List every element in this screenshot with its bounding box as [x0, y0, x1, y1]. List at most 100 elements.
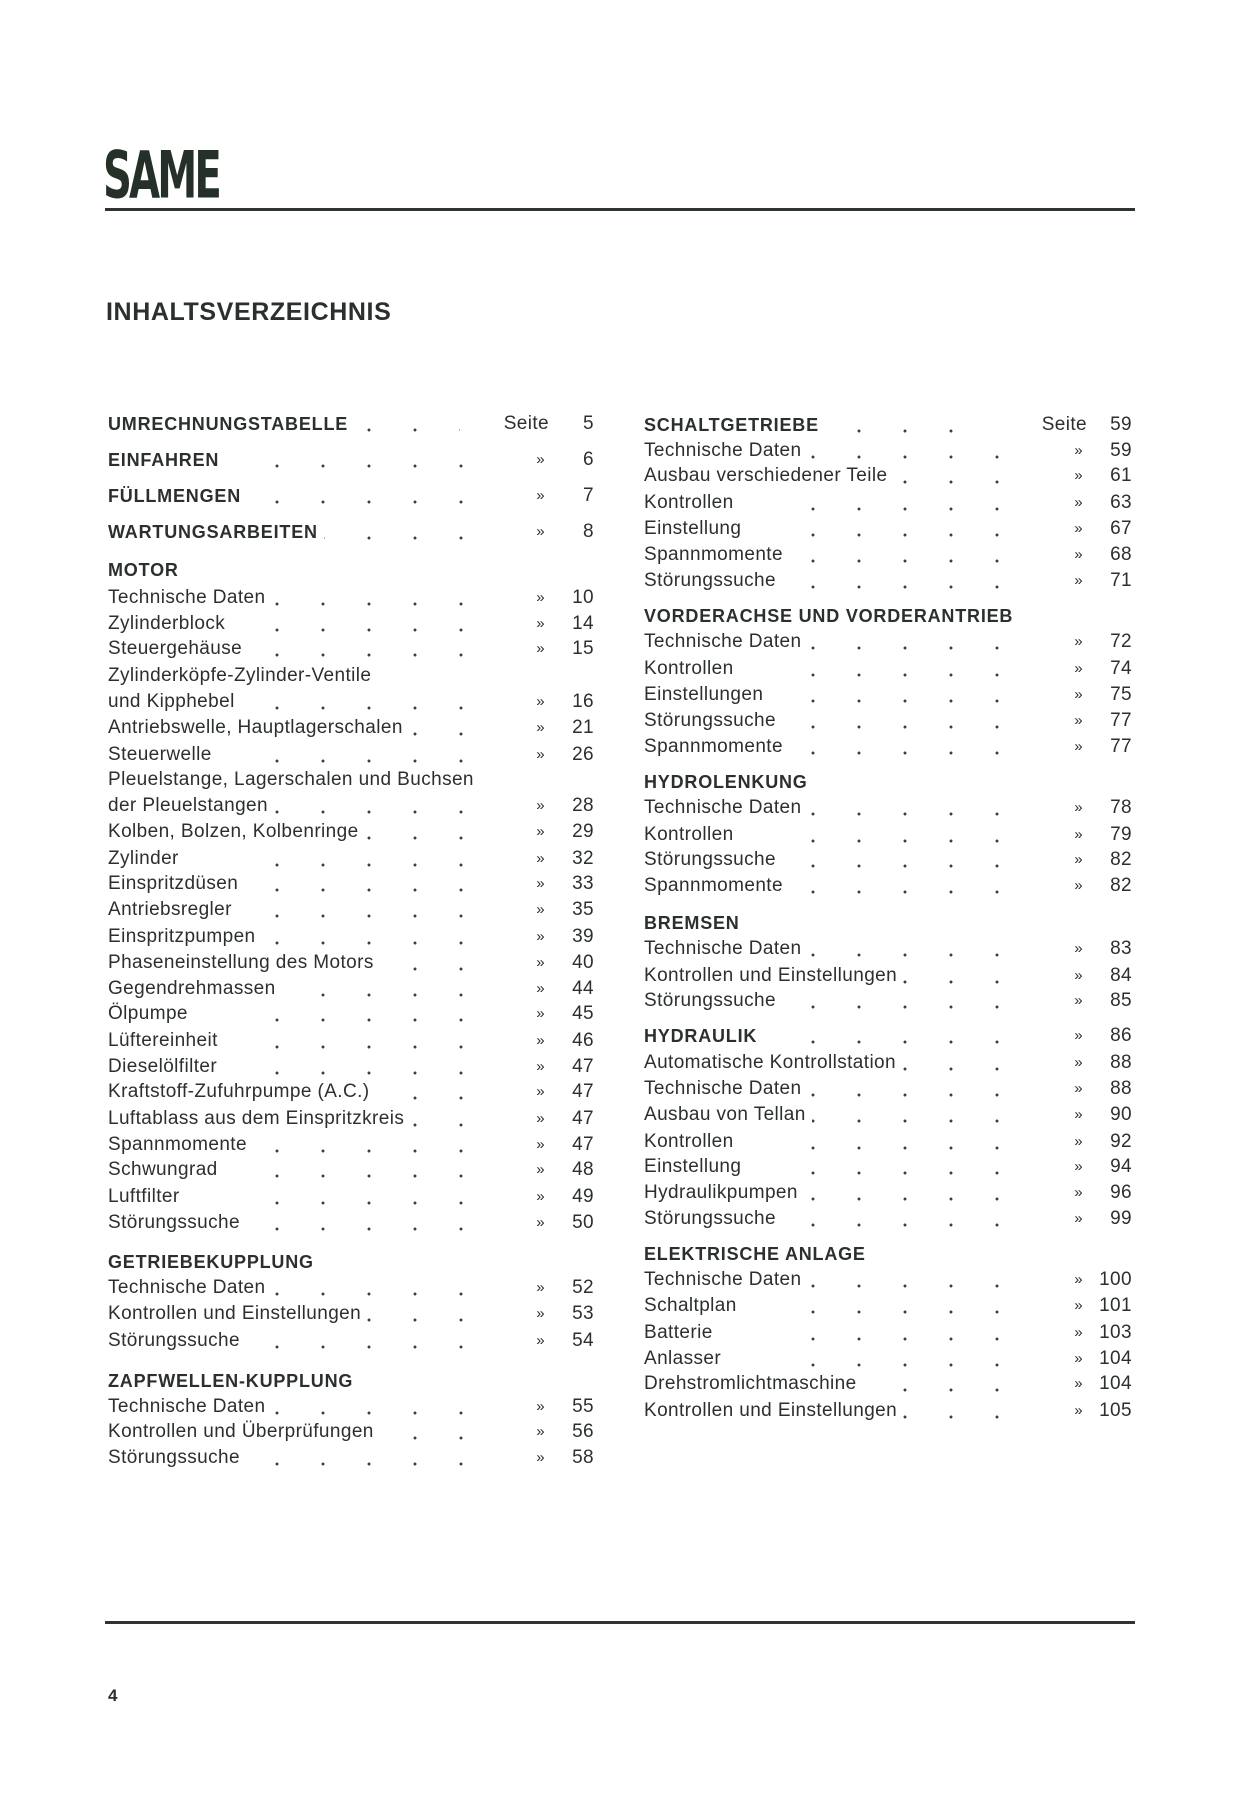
toc-entry: Ausbau von Tellan » 90: [644, 1103, 1132, 1127]
toc-page-number: 92: [1110, 1131, 1132, 1152]
toc-entry-label: Einstellungen: [644, 684, 770, 705]
toc-page-number: 88: [1110, 1078, 1132, 1099]
toc-entry-label: WARTUNGSARBEITEN: [108, 522, 324, 542]
toc-section-heading: EINFAHREN » 6: [108, 448, 594, 472]
ditto-mark: »: [536, 1032, 545, 1049]
ditto-mark: »: [1074, 1210, 1083, 1227]
ditto-mark: »: [536, 1449, 545, 1466]
toc-entry-label: Technische Daten: [644, 631, 808, 652]
toc-entry: Technische Daten » 83: [644, 937, 1132, 961]
toc-page-number: 28: [572, 795, 594, 816]
toc-entry-label: Kontrollen und Einstellungen: [644, 965, 904, 986]
toc-entry-label: Antriebswelle, Hauptlagerschalen: [108, 717, 409, 738]
ditto-mark: »: [1074, 1158, 1083, 1175]
dot-leader: [790, 491, 1030, 515]
ditto-mark: »: [536, 875, 545, 892]
toc-entry-label: EINFAHREN: [108, 450, 226, 470]
toc-entry-label: Schwungrad: [108, 1159, 224, 1180]
toc-entry-label: Technische Daten: [108, 1396, 272, 1417]
toc-entry-label: Kontrollen und Einstellungen: [108, 1303, 368, 1324]
toc-entry-label: Anlasser: [644, 1348, 728, 1369]
toc-entry: Technische Daten » 88: [644, 1077, 1132, 1101]
toc-entry: Anlasser » 104: [644, 1347, 1132, 1371]
dot-leader: [790, 848, 1030, 872]
toc-section-heading: HYDROLENKUNG: [644, 770, 1132, 794]
toc-entry-label: Einspritzpumpen: [108, 926, 262, 947]
toc-entry: Kraftstoff-Zufuhrpumpe (A.C.) » 47: [108, 1080, 594, 1104]
toc-entry-label: HYDROLENKUNG: [644, 772, 814, 792]
ditto-mark: »: [1074, 877, 1083, 894]
dot-leader: [254, 1185, 500, 1209]
toc-entry-label: Luftfilter: [108, 1186, 186, 1207]
ditto-mark: »: [536, 693, 545, 710]
toc-entry: Kontrollen und Überprüfungen » 56: [108, 1420, 594, 1444]
ditto-mark: »: [536, 850, 545, 867]
dot-leader: [254, 1329, 500, 1353]
toc-entry-label: Spannmomente: [644, 875, 789, 896]
toc-entry-label: Einspritzdüsen: [108, 873, 245, 894]
toc-entry: der Pleuelstangen » 28: [108, 794, 594, 818]
toc-page-number: 10: [572, 587, 594, 608]
dot-leader: [254, 1002, 500, 1026]
toc-page-number: 86: [1110, 1025, 1132, 1046]
ditto-mark: »: [1074, 686, 1083, 703]
toc-section-heading: ZAPFWELLEN-KUPPLUNG: [108, 1369, 594, 1393]
dot-leader: [790, 657, 1030, 681]
ditto-mark: »: [1074, 660, 1083, 677]
toc-entry: Kontrollen und Einstellungen » 105: [644, 1399, 1132, 1423]
ditto-mark: »: [536, 1214, 545, 1231]
dot-leader: [790, 823, 1030, 847]
dot-leader: [790, 937, 1030, 961]
toc-entry: Technische Daten » 55: [108, 1395, 594, 1419]
dot-leader: [254, 637, 500, 661]
toc-entry: Spannmomente » 68: [644, 543, 1132, 567]
toc-page-number: 40: [572, 952, 594, 973]
ditto-mark: »: [536, 1136, 545, 1153]
ditto-mark: »: [536, 640, 545, 657]
toc-entry-label: Zylinderköpfe-Zylinder-Ventile: [108, 665, 378, 686]
dot-leader: [254, 1276, 500, 1300]
toc-page-number: 53: [572, 1303, 594, 1324]
toc-page-number: 82: [1110, 849, 1132, 870]
dot-leader: [254, 1211, 500, 1235]
toc-page-number: 47: [572, 1108, 594, 1129]
toc-page-number: 47: [572, 1081, 594, 1102]
toc-entry-label: Störungssuche: [644, 990, 782, 1011]
toc-entry: Spannmomente » 77: [644, 735, 1132, 759]
dot-leader: [254, 612, 500, 636]
toc-page-number: 8: [583, 521, 594, 542]
toc-entry-label: Schaltplan: [644, 1295, 743, 1316]
dot-leader: [254, 1446, 500, 1470]
toc-page-number: 85: [1110, 990, 1132, 1011]
toc-page-number: 71: [1110, 570, 1132, 591]
toc-entry-label: Drehstromlichtmaschine: [644, 1373, 863, 1394]
toc-entry-label: und Kipphebel: [108, 691, 241, 712]
toc-entry-label: Zylinder: [108, 848, 185, 869]
ditto-mark: »: [536, 823, 545, 840]
toc-page-number: 68: [1110, 544, 1132, 565]
toc-entry-label: Antriebsregler: [108, 899, 238, 920]
toc-entry: Lüftereinheit » 46: [108, 1029, 594, 1053]
toc-entry-label: Störungssuche: [644, 570, 782, 591]
same-logo: SAME: [103, 136, 222, 214]
toc-entry-label: Kolben, Bolzen, Kolbenringe: [108, 821, 365, 842]
dot-leader: [790, 683, 1030, 707]
toc-page-number: 83: [1110, 938, 1132, 959]
ditto-mark: »: [1074, 1133, 1083, 1150]
ditto-mark: »: [536, 589, 545, 606]
toc-entry: Ölpumpe » 45: [108, 1002, 594, 1026]
toc-entry-label: Technische Daten: [644, 938, 808, 959]
ditto-mark: »: [536, 451, 545, 468]
ditto-mark: »: [536, 980, 545, 997]
toc-entry: Einspritzpumpen » 39: [108, 925, 594, 949]
toc-page-number: 77: [1110, 710, 1132, 731]
toc-entry: Schwungrad » 48: [108, 1158, 594, 1182]
toc-entry-label: Pleuelstange, Lagerschalen und Buchsen: [108, 769, 480, 790]
toc-section-heading: MOTOR: [108, 558, 594, 582]
ditto-mark: »: [1074, 572, 1083, 589]
toc-page-number: 32: [572, 848, 594, 869]
toc-entry: Einstellungen » 75: [644, 683, 1132, 707]
toc-page-number: 104: [1099, 1373, 1132, 1394]
toc-entry: Kontrollen » 79: [644, 823, 1132, 847]
ditto-mark: »: [1074, 940, 1083, 957]
